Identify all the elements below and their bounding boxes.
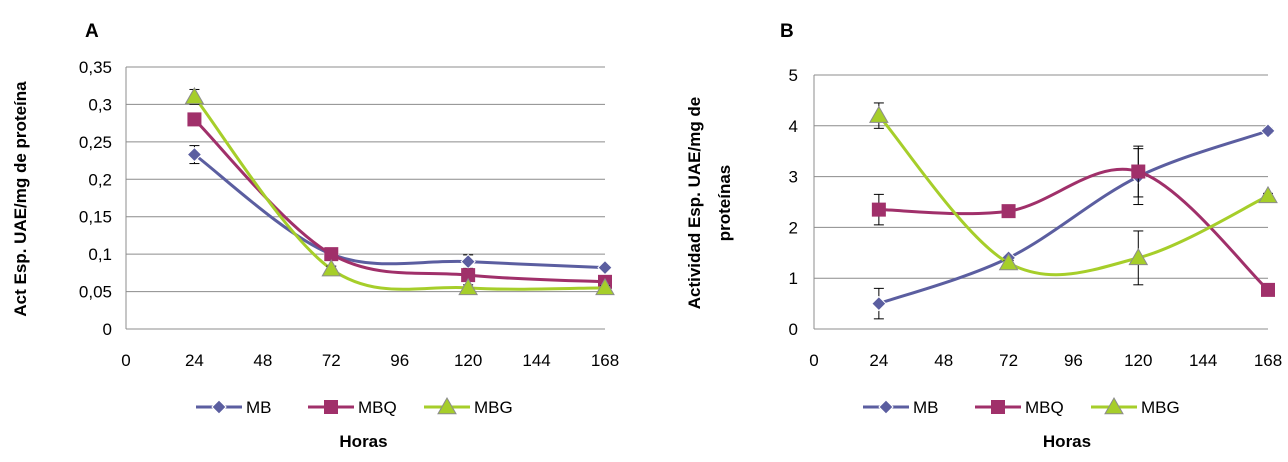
panel-a-y-tick-label: 0: [103, 320, 112, 339]
panel-b-point-mbg: [998, 252, 1019, 271]
panel-b-x-tick-label: 144: [1189, 351, 1217, 370]
panel-a-x-tick-label: 144: [522, 351, 550, 370]
panel-b-legend-label-mbg: MBG: [1141, 398, 1180, 417]
panel-b-y-tick-label: 0: [789, 320, 798, 339]
panel-b-x-tick-label: 48: [934, 351, 953, 370]
panel-b-point-mbg: [1128, 247, 1149, 266]
panel-b-y-tick-label: 1: [789, 269, 798, 288]
panel-b-y-tick-label: 2: [789, 218, 798, 237]
panel-a-y-tick-label: 0,25: [79, 133, 112, 152]
panel-a-y-tick-label: 0,35: [79, 58, 112, 77]
panel-a-y-axis-title: Act Esp. UAE/mg de proteína: [11, 81, 30, 317]
panel-a-y-tick-label: 0,2: [88, 170, 112, 189]
panel-b-x-tick-label: 120: [1124, 351, 1152, 370]
panel-a-point-mbg: [595, 277, 615, 296]
panel-a-point-mb: [186, 146, 203, 163]
panel-b-point-mb: [871, 295, 887, 312]
panel-a-x-tick-label: 24: [185, 351, 204, 370]
panel-a-legend-marker-mb: [211, 399, 227, 415]
panel-a-legend-label-mbg: MBG: [474, 398, 513, 417]
panel-a-legend-label-mbq: MBQ: [358, 398, 397, 417]
panel-a-y-tick-label: 0,05: [79, 283, 112, 302]
panel-b-legend-marker-mb: [878, 399, 894, 415]
panel-a-point-mbq: [461, 268, 476, 283]
panel-a-series-line-mb: [193, 153, 606, 270]
panel-a-point-mb: [597, 259, 613, 276]
panel-b-point-mb: [1260, 123, 1276, 139]
panel-a-y-tick-label: 0,15: [79, 208, 112, 227]
panel-a-x-tick-label: 0: [121, 351, 130, 370]
panel-b-x-axis-title: Horas: [1043, 432, 1091, 451]
panel-a-legend-marker-mbq: [324, 400, 338, 414]
panel-b-series-line-mbg: [877, 114, 1269, 277]
panel-a-point-mb: [460, 253, 476, 270]
panel-a-point-mbq: [187, 112, 202, 127]
panel-a-point-mbg: [321, 259, 342, 277]
panel-b-x-tick-label: 168: [1254, 351, 1282, 370]
panel-b-letter: B: [780, 21, 794, 42]
panel-a-y-tick-label: 0,1: [88, 245, 112, 264]
panel-b-point-mbq: [1261, 282, 1275, 297]
panel-a-x-tick-label: 120: [454, 351, 482, 370]
panel-a-letter: A: [85, 21, 99, 42]
panel-b-y-tick-label: 4: [789, 117, 798, 136]
panel-a-x-tick-label: 48: [253, 351, 272, 370]
panel-a-point-mbg: [184, 86, 205, 105]
panel-b-series-line-mbq: [878, 167, 1270, 291]
panel-b-point-mbg: [868, 105, 889, 123]
panel-b-legend-label-mbq: MBQ: [1025, 398, 1064, 417]
panel-b-x-tick-label: 24: [869, 351, 888, 370]
panel-b-y-tick-label: 3: [789, 168, 798, 187]
panel-a-legend-label-mb: MB: [246, 398, 272, 417]
panel-a-x-tick-label: 168: [591, 351, 619, 370]
panel-b-y-tick-label: 5: [789, 66, 798, 85]
panel-a-y-tick-label: 0,3: [88, 95, 112, 114]
panel-b-legend-label-mb: MB: [913, 398, 939, 417]
panel-a-x-axis-title: Horas: [339, 432, 387, 451]
panel-a-series-line-mbq: [193, 118, 606, 284]
panel-b-x-tick-label: 96: [1064, 351, 1083, 370]
panel-b-point-mbq: [871, 202, 886, 217]
panel-a-point-mbq: [324, 247, 339, 262]
panel-b-y-axis-title: Actividad Esp. UAE/mg de proteínas: [685, 97, 734, 310]
panel-a-legend-marker-mbg: [437, 396, 457, 415]
panel-b-series-line-mb: [878, 129, 1269, 306]
panel-a-point-mbg: [458, 277, 479, 296]
panel-a-x-tick-label: 72: [322, 351, 341, 370]
panel-b-point-mbg: [1258, 185, 1278, 204]
panel-b-x-tick-label: 72: [999, 351, 1018, 370]
panel-a-series-line-mbg: [193, 96, 606, 291]
panel-b-legend-marker-mbg: [1104, 396, 1124, 415]
panel-b-legend-marker-mbq: [991, 400, 1005, 414]
panel-b-point-mbq: [1001, 204, 1016, 219]
panel-a-x-tick-label: 96: [390, 351, 409, 370]
panel-b-point-mbq: [1131, 164, 1146, 179]
panel-b-x-tick-label: 0: [809, 351, 818, 370]
